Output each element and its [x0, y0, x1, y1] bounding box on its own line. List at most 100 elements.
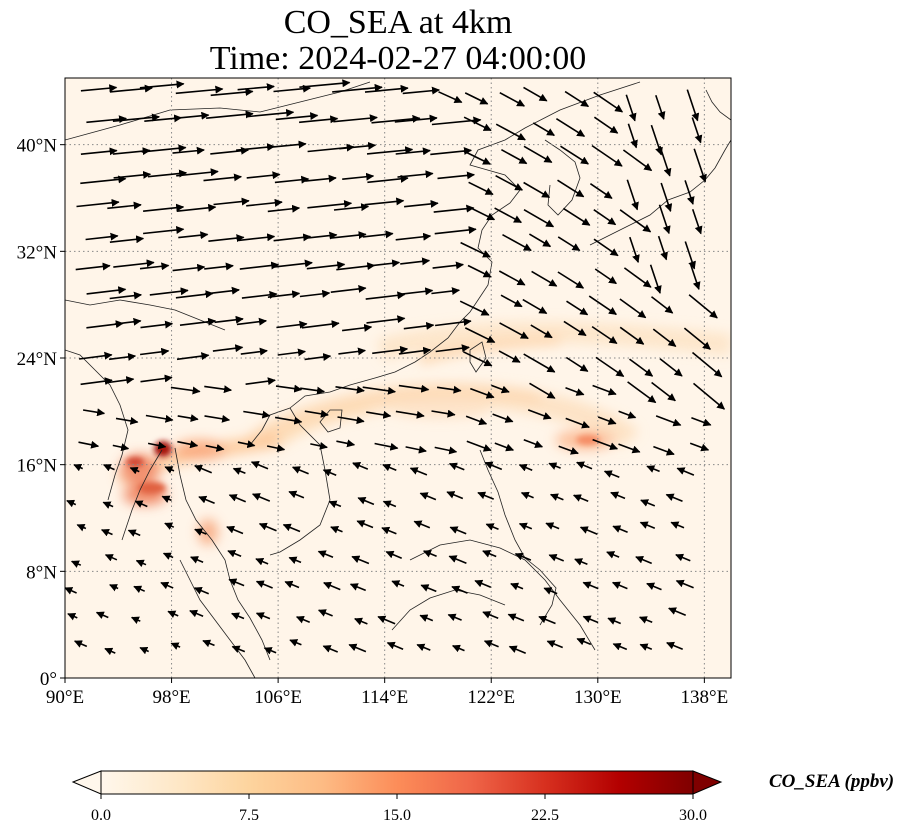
wind-vector	[330, 231, 367, 240]
wind-vector	[107, 201, 142, 210]
colorbar-ticks: 0.0 7.5 15.0 22.5 30.0	[91, 794, 707, 824]
wind-vector	[538, 615, 556, 625]
wind-vector	[691, 117, 703, 144]
wind-vector	[499, 322, 529, 340]
wind-vector	[82, 408, 106, 417]
wind-vector	[75, 262, 111, 271]
wind-vector	[484, 461, 503, 471]
wind-vector	[523, 145, 553, 163]
wind-vector	[255, 557, 269, 566]
wind-vector	[594, 268, 617, 285]
wind-vector	[139, 347, 170, 356]
wind-vector	[299, 289, 331, 298]
wind-vector	[305, 174, 337, 183]
colorbar-tick-label: 30.0	[679, 807, 707, 824]
wind-vector	[691, 351, 723, 378]
wind-vector	[367, 174, 409, 184]
colorbar: 0.0 7.5 15.0 22.5 30.0 CO_SEA (ppbv)	[71, 770, 894, 824]
wind-vector	[205, 444, 225, 452]
wind-vector	[646, 582, 662, 591]
wind-vector	[237, 83, 275, 92]
wind-vector	[349, 583, 367, 592]
wind-vector	[107, 376, 135, 385]
wind-vector	[127, 529, 141, 537]
wind-vector	[422, 550, 437, 558]
wind-vector	[500, 294, 523, 308]
wind-vector	[310, 441, 328, 450]
wind-vector	[589, 183, 613, 199]
wind-vector	[299, 115, 339, 124]
wind-vector	[397, 287, 434, 296]
wind-vector	[273, 84, 311, 93]
wind-vector	[579, 526, 598, 535]
colorbar-tick-label: 7.5	[239, 807, 259, 824]
wind-vector	[635, 555, 653, 565]
wind-vector	[502, 233, 532, 252]
wind-vector	[167, 610, 179, 618]
wind-vector	[274, 416, 303, 425]
wind-vector	[162, 552, 174, 560]
wind-vector	[323, 581, 341, 591]
wind-vector	[555, 118, 586, 137]
wind-vector	[382, 500, 397, 508]
wind-vector	[592, 384, 617, 396]
wind-vector	[464, 92, 489, 105]
wind-vector	[104, 647, 116, 656]
wind-vector	[670, 521, 685, 529]
wind-vector	[449, 526, 467, 535]
wind-vector	[675, 579, 694, 589]
wind-vector	[618, 410, 637, 419]
wind-vector	[239, 261, 280, 270]
wind-vector	[147, 169, 188, 178]
wind-vector	[208, 234, 245, 243]
wind-vector	[528, 233, 552, 248]
wind-vector	[322, 469, 337, 477]
wind-vector	[523, 86, 548, 102]
wind-vector	[495, 123, 526, 141]
wind-vector	[498, 350, 521, 363]
wind-vector	[565, 387, 585, 396]
wind-vector	[65, 587, 77, 595]
wind-vector	[507, 613, 525, 622]
wind-vector	[397, 170, 434, 179]
wind-vector	[356, 520, 374, 529]
wind-vector	[114, 317, 142, 326]
wind-vector	[272, 259, 313, 268]
wind-vector	[576, 637, 592, 646]
wind-vector	[574, 558, 588, 566]
wind-vector	[451, 585, 468, 594]
wind-vector	[468, 181, 494, 196]
wind-vector	[593, 238, 619, 257]
wind-vector	[402, 86, 440, 95]
wind-vector	[603, 470, 620, 479]
wind-vector	[675, 553, 691, 562]
wind-vector	[204, 414, 231, 423]
wind-vector	[176, 168, 219, 177]
wind-vector	[237, 440, 256, 449]
wind-vector	[435, 344, 470, 353]
wind-vector	[246, 108, 295, 118]
wind-vector	[593, 91, 624, 113]
wind-vector	[251, 493, 271, 502]
wind-vector	[498, 270, 526, 286]
wind-vector	[304, 353, 332, 361]
wind-vector	[382, 463, 397, 472]
wind-vector	[404, 199, 439, 208]
wind-vector	[161, 495, 172, 503]
wind-vector	[463, 351, 493, 367]
wind-vector	[336, 439, 356, 448]
wind-vector	[403, 321, 435, 330]
wind-vector	[606, 551, 620, 559]
lat-tick-label: 24°N	[17, 349, 58, 370]
wind-vector	[557, 271, 585, 289]
wind-vector	[466, 440, 492, 452]
wind-vector	[322, 645, 339, 653]
wind-vector	[95, 611, 109, 619]
wind-vector	[431, 287, 460, 296]
wind-vector	[140, 320, 174, 329]
wind-vector	[147, 441, 167, 450]
wind-vector	[243, 410, 271, 419]
wind-vector	[434, 226, 477, 235]
wind-vector	[686, 89, 700, 122]
